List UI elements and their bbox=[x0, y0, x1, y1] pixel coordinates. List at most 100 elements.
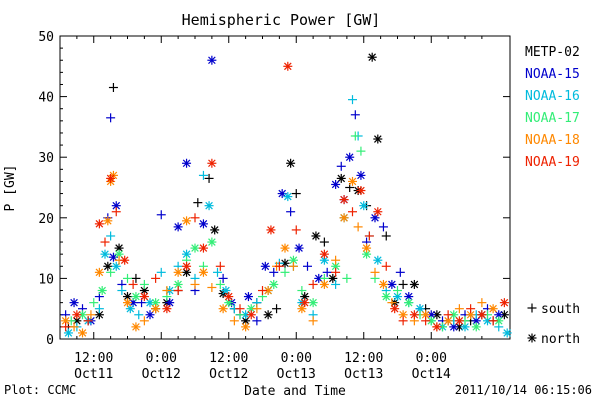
data-point bbox=[100, 249, 110, 259]
data-point bbox=[103, 216, 113, 226]
data-point bbox=[378, 279, 388, 289]
data-point bbox=[218, 273, 228, 283]
data-point bbox=[404, 298, 414, 308]
series-metp-02 bbox=[63, 52, 509, 332]
data-point bbox=[94, 310, 104, 320]
data-point bbox=[319, 279, 329, 289]
data-point bbox=[409, 310, 419, 320]
data-point bbox=[359, 201, 369, 211]
y-tick-label: 20 bbox=[38, 212, 54, 227]
data-point bbox=[218, 304, 228, 314]
data-point bbox=[151, 304, 161, 314]
data-point bbox=[331, 255, 341, 265]
data-point bbox=[269, 267, 279, 277]
data-point bbox=[117, 286, 127, 296]
data-point bbox=[106, 113, 116, 123]
data-point bbox=[190, 243, 200, 253]
data-point bbox=[381, 231, 391, 241]
data-point bbox=[466, 304, 476, 314]
x-tick-label-date: Oct13 bbox=[277, 367, 316, 382]
data-point bbox=[356, 146, 366, 156]
data-point bbox=[252, 304, 262, 314]
data-point bbox=[190, 213, 200, 223]
data-point bbox=[398, 316, 408, 326]
x-tick-label-time: 0:00 bbox=[281, 351, 312, 366]
data-point bbox=[198, 219, 208, 229]
data-point bbox=[283, 192, 293, 202]
data-point bbox=[173, 267, 183, 277]
data-point bbox=[145, 310, 155, 320]
data-point bbox=[83, 316, 93, 326]
data-point bbox=[258, 286, 267, 296]
marker-legend: south north bbox=[527, 302, 580, 347]
data-point bbox=[339, 213, 349, 223]
data-point bbox=[345, 152, 355, 162]
data-point bbox=[108, 83, 118, 93]
data-point bbox=[308, 279, 318, 289]
x-tick-label-date: Oct13 bbox=[344, 367, 383, 382]
data-point bbox=[356, 186, 366, 196]
data-point bbox=[373, 134, 383, 144]
x-tick-label-time: 12:00 bbox=[209, 351, 248, 366]
data-point bbox=[300, 298, 310, 308]
legend-entry: NOAA-17 bbox=[525, 111, 580, 126]
data-point bbox=[348, 207, 357, 217]
data-point bbox=[319, 249, 329, 259]
legend-entry: NOAA-18 bbox=[525, 133, 580, 148]
legend-entry: NOAA-19 bbox=[525, 155, 580, 170]
data-point bbox=[499, 298, 509, 308]
data-point bbox=[173, 286, 183, 296]
data-point bbox=[443, 316, 453, 326]
data-point bbox=[291, 225, 301, 235]
data-point bbox=[443, 310, 453, 320]
data-point bbox=[353, 222, 363, 232]
data-point bbox=[378, 222, 388, 232]
data-point bbox=[331, 279, 341, 289]
data-point bbox=[297, 286, 307, 296]
marker-legend-label: south bbox=[541, 302, 580, 317]
data-point bbox=[123, 273, 132, 283]
series-noaa-17 bbox=[66, 131, 504, 332]
data-point bbox=[294, 243, 304, 253]
data-point bbox=[421, 316, 431, 326]
legend: METP-02 NOAA-15 NOAA-16 NOAA-17 NOAA-18 NOAA-… bbox=[525, 45, 580, 170]
x-axis-label: Date and Time bbox=[244, 384, 346, 399]
marker-legend-label: north bbox=[541, 332, 580, 347]
data-point bbox=[336, 173, 346, 183]
data-point bbox=[162, 304, 172, 314]
data-point bbox=[322, 267, 332, 277]
data-point bbox=[319, 237, 329, 247]
data-point bbox=[362, 243, 372, 253]
data-point bbox=[139, 292, 149, 302]
data-point bbox=[182, 216, 192, 226]
data-point bbox=[182, 158, 192, 168]
data-point bbox=[350, 110, 360, 120]
data-point bbox=[78, 328, 87, 338]
y-tick-label: 40 bbox=[38, 91, 54, 106]
data-point bbox=[272, 304, 282, 314]
data-point bbox=[94, 267, 104, 277]
y-axis-label: P [GW] bbox=[3, 165, 18, 212]
data-point bbox=[182, 261, 192, 271]
x-tick-label-date: Oct12 bbox=[209, 367, 248, 382]
data-point bbox=[246, 310, 256, 320]
y-tick-label: 10 bbox=[38, 272, 54, 287]
data-point bbox=[139, 279, 149, 289]
data-point bbox=[131, 292, 141, 302]
data-point bbox=[86, 310, 96, 320]
data-point bbox=[471, 316, 481, 326]
data-point bbox=[252, 316, 262, 326]
chart-title: Hemispheric Power [GW] bbox=[182, 11, 381, 29]
data-point bbox=[373, 255, 383, 265]
data-point bbox=[139, 316, 149, 326]
data-point bbox=[454, 304, 464, 314]
data-point bbox=[395, 267, 405, 277]
x-tick-label-time: 0:00 bbox=[416, 351, 447, 366]
data-point bbox=[483, 316, 492, 326]
data-point bbox=[114, 249, 124, 259]
data-point bbox=[370, 267, 380, 277]
data-point bbox=[277, 189, 287, 199]
data-point bbox=[89, 298, 99, 308]
data-point bbox=[131, 322, 141, 332]
